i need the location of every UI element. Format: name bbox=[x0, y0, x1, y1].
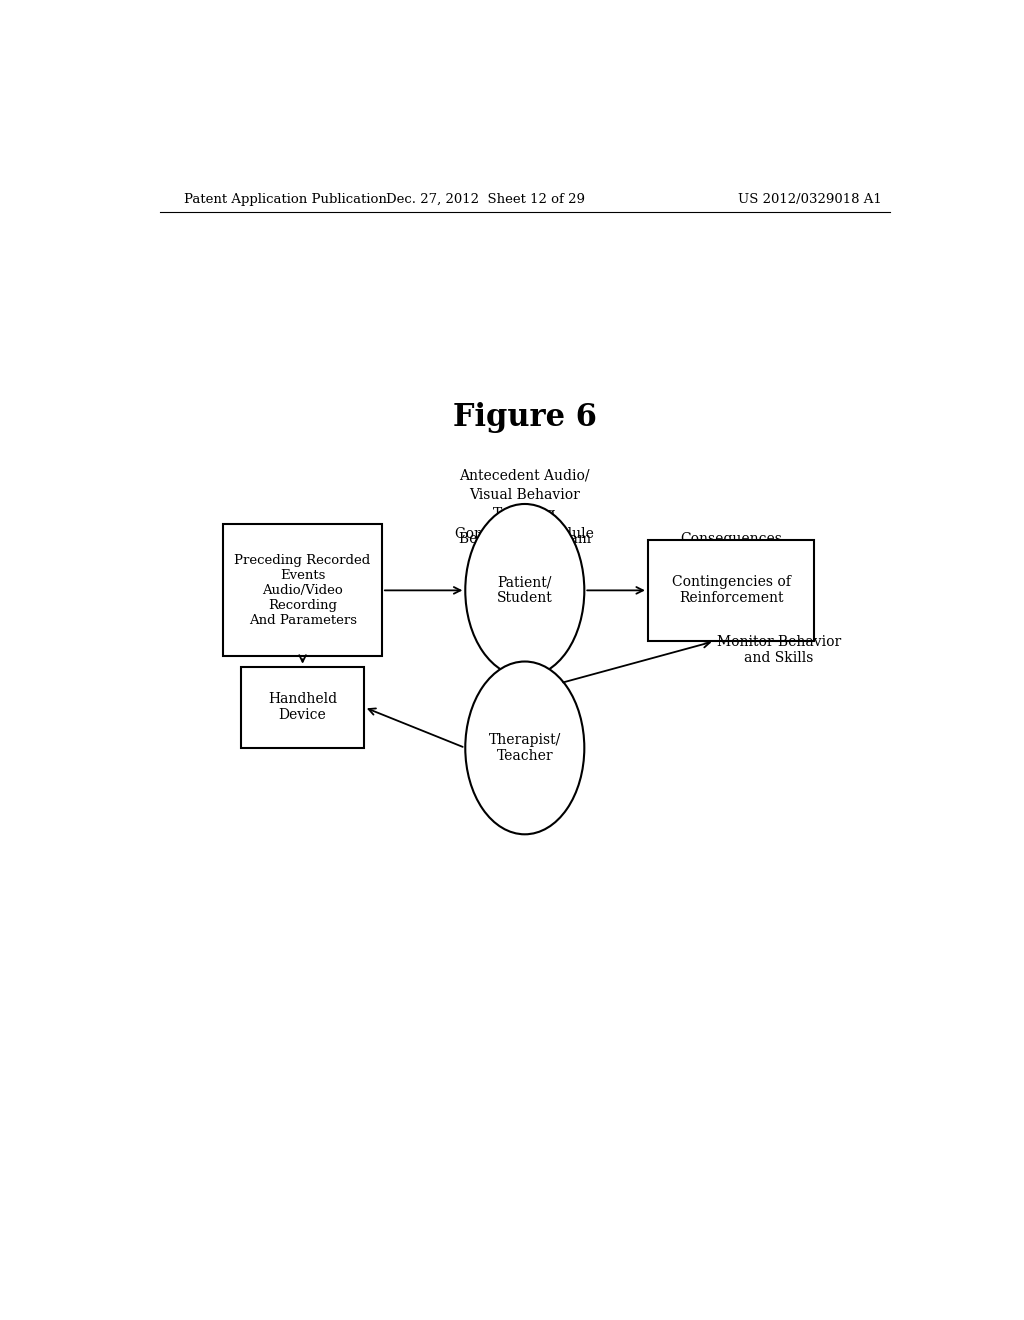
Text: Therapist/
Teacher: Therapist/ Teacher bbox=[488, 733, 561, 763]
Text: Antecedent
Conditions: Antecedent Conditions bbox=[262, 524, 343, 553]
FancyBboxPatch shape bbox=[223, 524, 382, 656]
Text: Patent Application Publication: Patent Application Publication bbox=[183, 193, 386, 206]
Text: Monitor Behavior
and Skills: Monitor Behavior and Skills bbox=[717, 635, 841, 665]
Text: Contingencies of
Reinforcement: Contingencies of Reinforcement bbox=[672, 576, 791, 606]
Text: Handheld
Device: Handheld Device bbox=[268, 692, 337, 722]
Text: US 2012/0329018 A1: US 2012/0329018 A1 bbox=[738, 193, 882, 206]
Text: Consequences: Consequences bbox=[680, 532, 782, 545]
Text: Patient/
Student: Patient/ Student bbox=[497, 576, 553, 606]
Text: Antecedent Audio/
Visual Behavior
Tracking
Component Module: Antecedent Audio/ Visual Behavior Tracki… bbox=[456, 469, 594, 541]
Text: Dec. 27, 2012  Sheet 12 of 29: Dec. 27, 2012 Sheet 12 of 29 bbox=[386, 193, 585, 206]
Text: Behavioral Stream: Behavioral Stream bbox=[459, 532, 591, 545]
FancyBboxPatch shape bbox=[241, 667, 365, 748]
Text: Preceding Recorded
Events
Audio/Video
Recording
And Parameters: Preceding Recorded Events Audio/Video Re… bbox=[234, 554, 371, 627]
FancyBboxPatch shape bbox=[648, 540, 814, 642]
Ellipse shape bbox=[465, 504, 585, 677]
Text: Figure 6: Figure 6 bbox=[453, 403, 597, 433]
Ellipse shape bbox=[465, 661, 585, 834]
